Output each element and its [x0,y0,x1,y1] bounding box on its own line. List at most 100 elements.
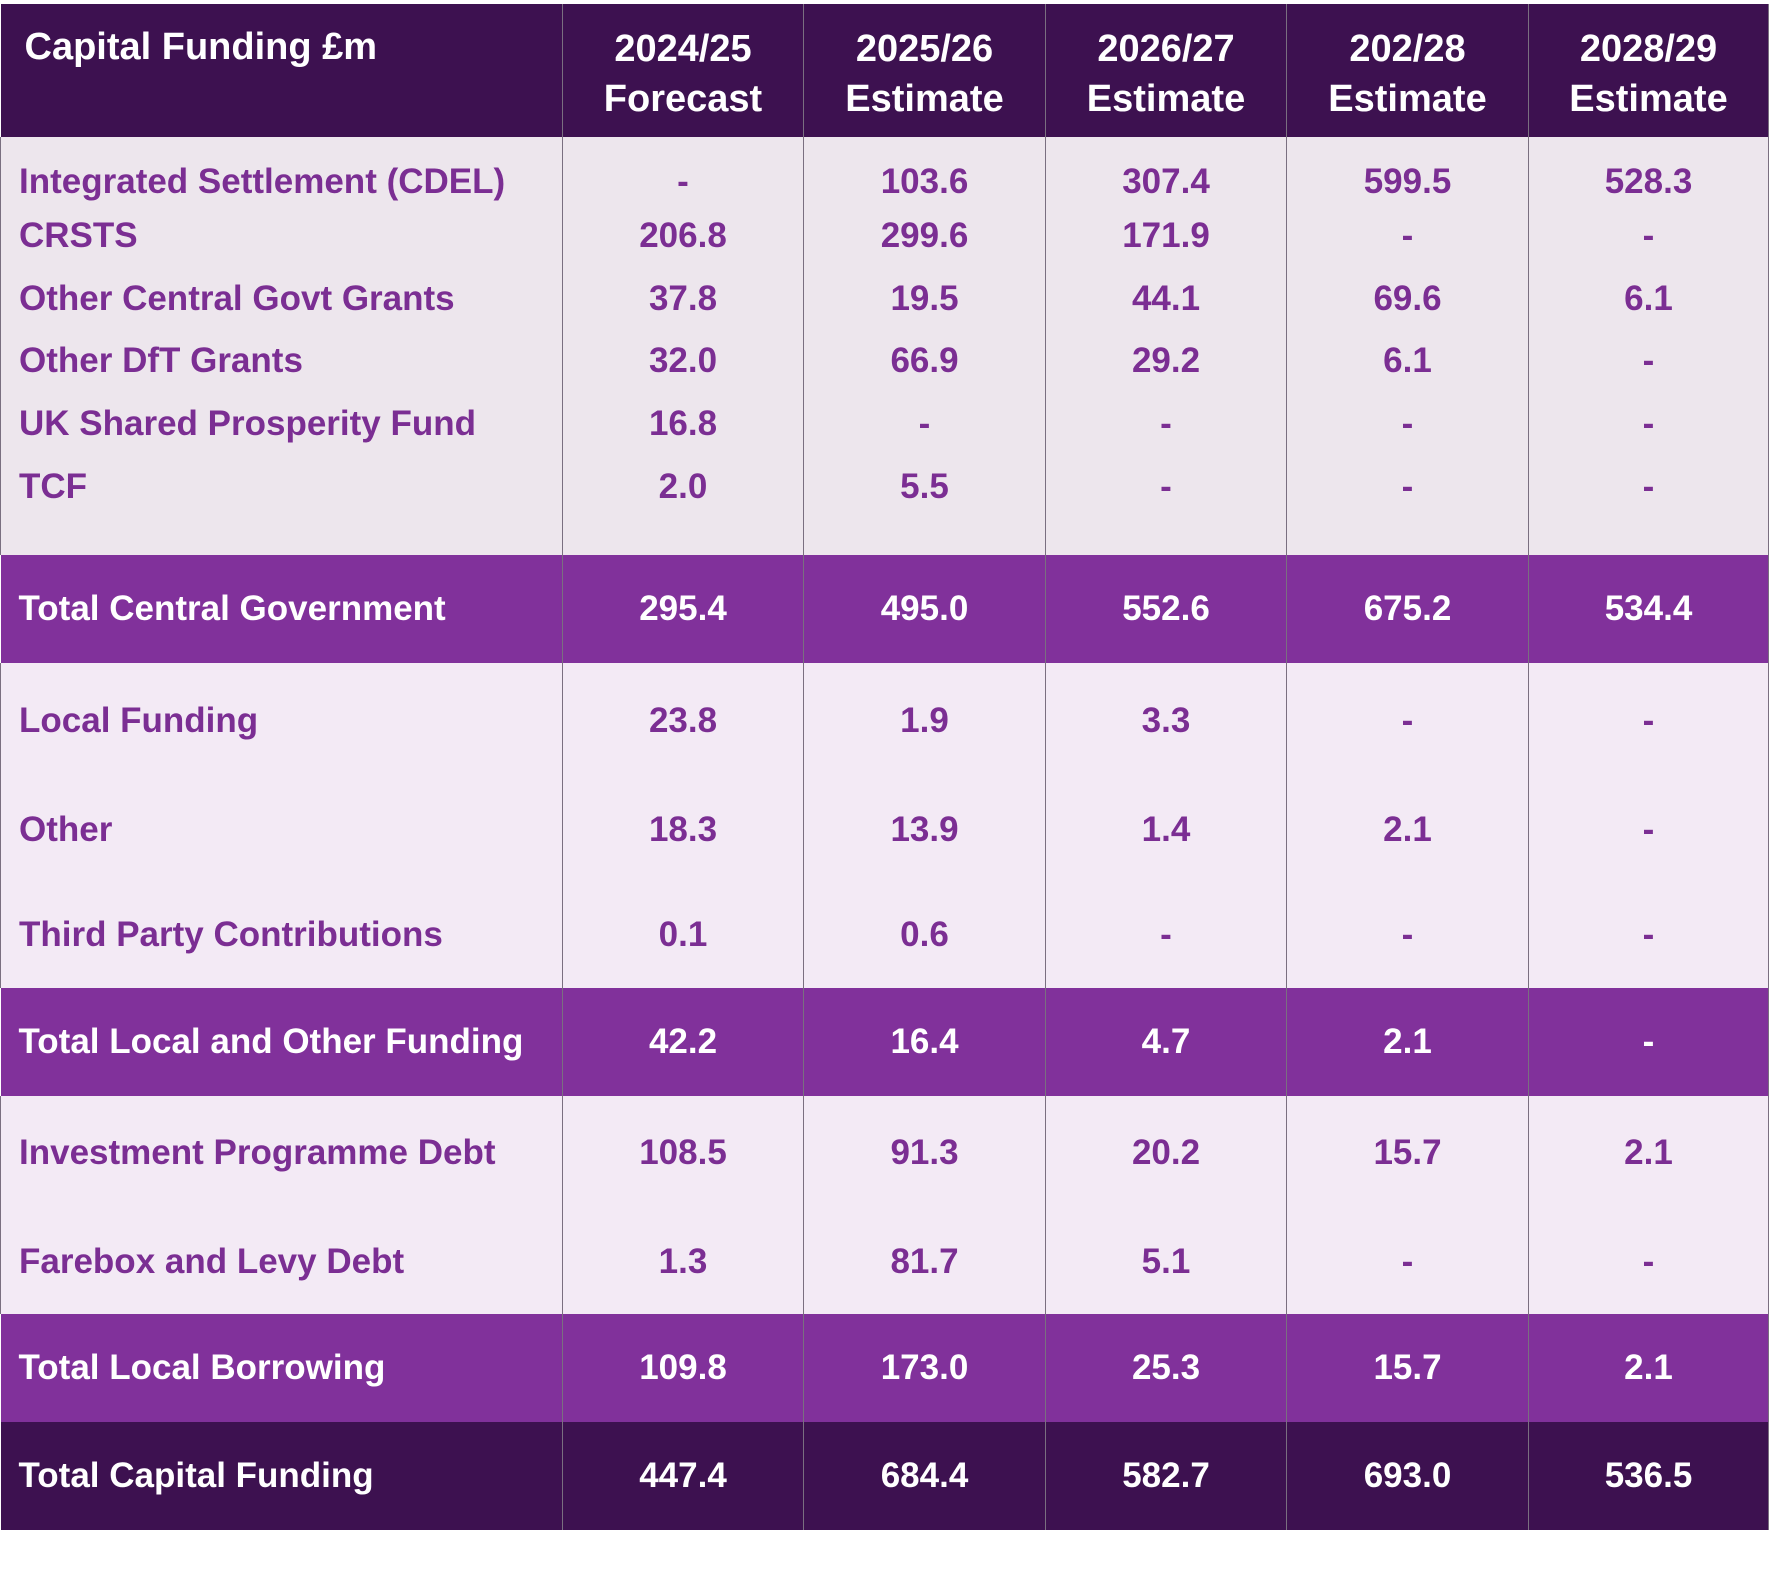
cell-value: 307.4 [1045,137,1287,205]
cell-value: 0.1 [562,882,804,988]
cell-value: - [1528,330,1769,392]
cell-value: 3.3 [1045,663,1287,778]
column-type: Estimate [1086,78,1246,120]
header-row: Capital Funding £m 2024/25 Forecast 2025… [0,4,1769,137]
cell-value: 15.7 [1286,1096,1529,1210]
table-row: Integrated Settlement (CDEL) - 103.6 307… [0,137,1769,205]
row-label: Other [0,778,563,882]
cell-value: 103.6 [803,137,1046,205]
cell-value: 5.1 [1045,1210,1287,1314]
row-label: Other Central Govt Grants [0,267,563,330]
column-year: 202/28 [1349,28,1466,70]
cell-value: 675.2 [1286,555,1529,663]
table-row: TCF 2.0 5.5 - - - [0,455,1769,555]
column-type: Estimate [845,78,1004,120]
cell-value: 91.3 [803,1096,1046,1210]
cell-value: 552.6 [1045,555,1287,663]
table-title: Capital Funding £m [0,4,563,137]
cell-value: 6.1 [1286,330,1529,392]
cell-value: 42.2 [562,988,804,1096]
cell-value: 108.5 [562,1096,804,1210]
row-label: CRSTS [0,205,563,267]
cell-value: 299.6 [803,205,1046,267]
column-year: 2026/27 [1097,28,1235,70]
cell-value: 171.9 [1045,205,1287,267]
cell-value: - [1045,392,1287,455]
cell-value: 109.8 [562,1314,804,1422]
row-label: UK Shared Prosperity Fund [0,392,563,455]
cell-value: - [1045,882,1287,988]
table-row: Third Party Contributions 0.1 0.6 - - - [0,882,1769,988]
cell-value: 44.1 [1045,267,1287,330]
cell-value: 25.3 [1045,1314,1287,1422]
table-row: Other 18.3 13.9 1.4 2.1 - [0,778,1769,882]
cell-value: - [1528,1210,1769,1314]
table-row: CRSTS 206.8 299.6 171.9 - - [0,205,1769,267]
column-year: 2025/26 [855,28,994,70]
cell-value: 32.0 [562,330,804,392]
cell-value: 81.7 [803,1210,1046,1314]
cell-value: 1.4 [1045,778,1287,882]
cell-value: - [1528,882,1769,988]
column-type: Forecast [603,78,763,120]
cell-value: - [1286,205,1529,267]
cell-value: - [1528,205,1769,267]
cell-value: 2.1 [1286,778,1529,882]
column-header-2026-27: 2026/27 Estimate [1045,4,1287,137]
cell-value: 173.0 [803,1314,1046,1422]
row-label: TCF [0,455,563,555]
cell-value: - [1528,988,1769,1096]
row-label: Total Capital Funding [0,1422,563,1530]
table-row: Other Central Govt Grants 37.8 19.5 44.1… [0,267,1769,330]
cell-value: 20.2 [1045,1096,1287,1210]
cell-value: 684.4 [803,1422,1046,1530]
cell-value: 15.7 [1286,1314,1529,1422]
column-header-2025-26: 2025/26 Estimate [803,4,1046,137]
table-row: Farebox and Levy Debt 1.3 81.7 5.1 - - [0,1210,1769,1314]
cell-value: 495.0 [803,555,1046,663]
row-label: Third Party Contributions [0,882,563,988]
cell-value: - [1286,882,1529,988]
cell-value: 1.3 [562,1210,804,1314]
cell-value: 536.5 [1528,1422,1769,1530]
cell-value: 0.6 [803,882,1046,988]
table-row: Investment Programme Debt 108.5 91.3 20.… [0,1096,1769,1210]
cell-value: - [1286,1210,1529,1314]
column-header-2024-25: 2024/25 Forecast [562,4,804,137]
cell-value: - [1528,455,1769,555]
total-capital-funding-row: Total Capital Funding 447.4 684.4 582.7 … [0,1422,1769,1530]
cell-value: - [803,392,1046,455]
cell-value: 37.8 [562,267,804,330]
cell-value: - [1286,392,1529,455]
cell-value: 13.9 [803,778,1046,882]
column-type: Estimate [1328,78,1487,120]
column-year: 2028/29 [1579,28,1718,70]
cell-value: 295.4 [562,555,804,663]
cell-value: 66.9 [803,330,1046,392]
table-row: UK Shared Prosperity Fund 16.8 - - - - [0,392,1769,455]
table-row: Local Funding 23.8 1.9 3.3 - - [0,663,1769,778]
cell-value: - [1286,663,1529,778]
total-central-government-row: Total Central Government 295.4 495.0 552… [0,555,1769,663]
cell-value: 534.4 [1528,555,1769,663]
cell-value: - [562,137,804,205]
cell-value: - [1528,778,1769,882]
capital-funding-table: Capital Funding £m 2024/25 Forecast 2025… [0,4,1769,1530]
cell-value: 2.1 [1528,1314,1769,1422]
cell-value: 693.0 [1286,1422,1529,1530]
cell-value: 23.8 [562,663,804,778]
cell-value: 582.7 [1045,1422,1287,1530]
cell-value: 4.7 [1045,988,1287,1096]
cell-value: - [1045,455,1287,555]
cell-value: 5.5 [803,455,1046,555]
cell-value: 2.0 [562,455,804,555]
cell-value: 19.5 [803,267,1046,330]
cell-value: - [1528,663,1769,778]
row-label: Other DfT Grants [0,330,563,392]
row-label: Investment Programme Debt [0,1096,563,1210]
cell-value: 6.1 [1528,267,1769,330]
row-label: Total Local and Other Funding [0,988,563,1096]
cell-value: 16.8 [562,392,804,455]
cell-value: 528.3 [1528,137,1769,205]
cell-value: 447.4 [562,1422,804,1530]
